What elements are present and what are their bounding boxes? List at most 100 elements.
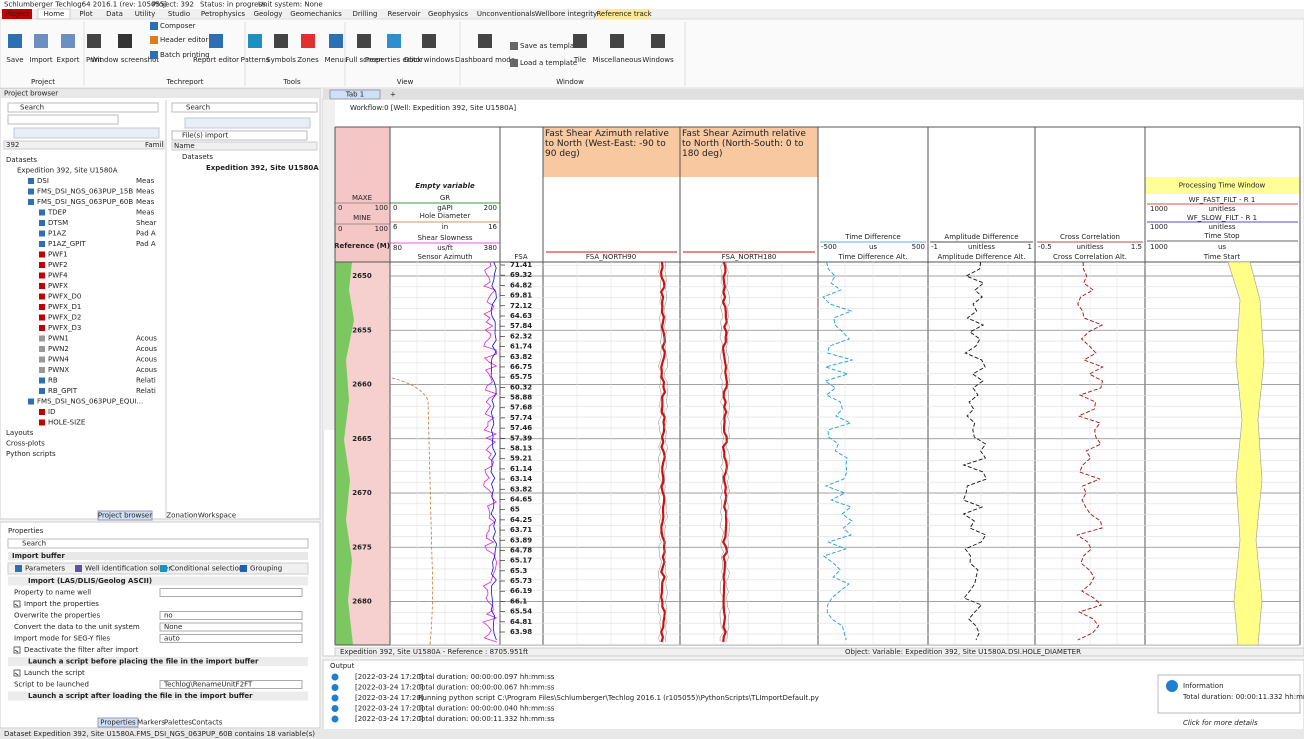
ribbon-button[interactable]: Dock windows: [404, 56, 454, 64]
panel-tab[interactable]: Well identification solver: [85, 565, 171, 573]
tree-item[interactable]: P1AZ: [48, 230, 66, 238]
title-bar: [0, 0, 1304, 9]
ribbon-button[interactable]: Menus: [325, 56, 348, 64]
tree-icon: [39, 272, 45, 279]
tree-item[interactable]: PWF1: [48, 251, 68, 259]
ribbon-button[interactable]: Window screenshot: [91, 56, 159, 64]
panel-tab[interactable]: Conditional selection: [170, 565, 243, 573]
label: 0: [338, 204, 342, 212]
label: Name: [174, 142, 195, 150]
ribbon-button[interactable]: Batch printing: [160, 51, 210, 59]
menu-tab[interactable]: Drilling: [353, 10, 378, 18]
ribbon-group: Project: [31, 78, 55, 86]
menu-tab[interactable]: Utility: [135, 10, 156, 18]
ribbon-button[interactable]: Report editor: [193, 56, 239, 64]
tree-item[interactable]: PWF4: [48, 272, 68, 280]
tree-item[interactable]: Expedition 392, Site U1580A: [17, 167, 118, 175]
menu-tab[interactable]: Geology: [254, 10, 283, 18]
tree-item[interactable]: PWFX_D2: [48, 314, 81, 322]
tree-icon: [39, 346, 45, 352]
menu-tab[interactable]: Wellbore integrity: [535, 10, 597, 18]
ribbon-button[interactable]: Dashboard mode: [455, 56, 515, 64]
tree-item[interactable]: FMS_DSI_NGS_063PUP_15B: [37, 188, 133, 196]
tree-item[interactable]: HOLE-SIZE: [48, 419, 85, 427]
output-message: Total duration: 00:00:11.332 hh:mm:ss: [417, 715, 555, 723]
menu-tab[interactable]: Geophysics: [428, 10, 468, 18]
link[interactable]: Click for more details: [1183, 719, 1258, 727]
fsa-value: 58.13: [510, 445, 532, 453]
panel-tab[interactable]: Workspace: [198, 512, 236, 520]
ribbon-button[interactable]: Properties editor: [365, 56, 423, 64]
ribbon-button[interactable]: Tile: [573, 56, 586, 64]
tree-item[interactable]: PWN1: [48, 335, 69, 343]
tree-item[interactable]: RB_GPIT: [48, 387, 78, 395]
panel-tab[interactable]: Palettes: [164, 719, 192, 727]
menu-tab[interactable]: Plot: [79, 10, 92, 18]
tree-item[interactable]: Python scripts: [6, 450, 56, 458]
tree-item[interactable]: PWFX_D3: [48, 324, 81, 332]
ribbon-button[interactable]: Load a template: [520, 59, 577, 67]
menu-tab[interactable]: Geomechanics: [290, 10, 342, 18]
menu-tab[interactable]: Petrophysics: [201, 10, 245, 18]
ribbon-button[interactable]: Import: [29, 56, 52, 64]
tree-item[interactable]: Layouts: [6, 429, 34, 437]
tree-item[interactable]: PWFX_D0: [48, 293, 81, 301]
panel-tab[interactable]: Properties: [100, 719, 136, 727]
menu-tab[interactable]: Reference track: [596, 10, 652, 18]
menu-tab[interactable]: Project: [5, 10, 29, 18]
menu-tab[interactable]: Home: [44, 10, 65, 18]
tree-item[interactable]: PWF2: [48, 261, 68, 269]
label: Cross Correlation Alt.: [1053, 253, 1127, 261]
tree-item[interactable]: Datasets: [6, 156, 37, 164]
tree-item[interactable]: PWN4: [48, 356, 69, 364]
tree-item[interactable]: DTSM: [48, 219, 68, 227]
tree-item[interactable]: PWNX: [48, 366, 69, 374]
menu-tab[interactable]: Reservoir: [388, 10, 421, 18]
tree-item[interactable]: Cross-plots: [6, 440, 45, 448]
ribbon-button[interactable]: Export: [57, 56, 80, 64]
tree-family: Meas: [136, 209, 155, 217]
panel-tab[interactable]: Grouping: [250, 565, 282, 573]
ribbon-button[interactable]: Save: [6, 56, 23, 64]
tree-item[interactable]: PWFX_D1: [48, 303, 81, 311]
tree-family: Acous: [136, 335, 157, 343]
fsa-value: 65.17: [510, 557, 532, 565]
ribbon-button[interactable]: Miscellaneous: [592, 56, 641, 64]
label: unitless: [1076, 243, 1103, 251]
ribbon-button[interactable]: Patterns: [241, 56, 270, 64]
ribbon-button[interactable]: Header editor: [160, 36, 208, 44]
ribbon-button[interactable]: Windows: [642, 56, 674, 64]
tree-item[interactable]: PWN2: [48, 345, 69, 353]
tree-item[interactable]: TDEP: [47, 209, 66, 217]
ribbon-button[interactable]: Symbols: [266, 56, 296, 64]
panel-tab[interactable]: Parameters: [25, 565, 65, 573]
panel-tab[interactable]: Project browser: [98, 512, 152, 520]
tree-item[interactable]: DSI: [37, 177, 49, 185]
menu-tab[interactable]: Data: [106, 10, 123, 18]
menu-tab[interactable]: Unconventionals: [477, 10, 536, 18]
ribbon-icon: [651, 34, 665, 48]
ribbon-button[interactable]: Print: [86, 56, 102, 64]
tree-item[interactable]: RB: [48, 377, 58, 385]
tree-family: Relati: [136, 377, 156, 385]
lithology-fill: [335, 262, 354, 645]
fsa-value: 72.12: [510, 302, 532, 310]
tree-item[interactable]: FMS_DSI_NGS_063PUP_60B: [37, 198, 133, 206]
tree-item[interactable]: FMS_DSI_NGS_063PUP_EQUI...: [37, 398, 143, 406]
log-curve: [725, 261, 731, 643]
ribbon-icon: [510, 59, 518, 67]
tree-item[interactable]: P1AZ_GPIT: [48, 240, 86, 248]
tree-item[interactable]: PWFX: [48, 282, 68, 290]
panel-tab[interactable]: Zonation: [166, 512, 197, 520]
tab-icon: [15, 565, 22, 572]
menu-tab[interactable]: Studio: [168, 10, 190, 18]
ribbon-button[interactable]: Save as template: [520, 42, 581, 50]
panel-tab[interactable]: Markers: [137, 719, 165, 727]
doc-tab[interactable]: Tab 1: [345, 91, 365, 99]
ribbon-button[interactable]: Zones: [297, 56, 319, 64]
tree-item[interactable]: ID: [48, 408, 55, 416]
panel-tab[interactable]: Contacts: [192, 719, 223, 727]
ribbon-button[interactable]: Composer: [160, 22, 196, 30]
doc-tab-add[interactable]: +: [390, 91, 396, 99]
ribbon-button[interactable]: Full screen: [345, 56, 382, 64]
